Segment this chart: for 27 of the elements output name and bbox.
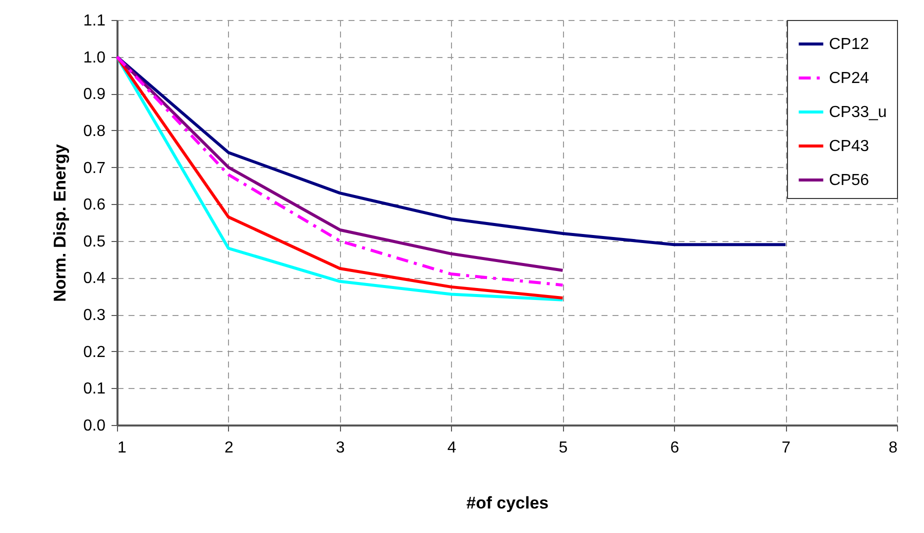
y-axis-title: Norm. Disp. Energy <box>50 144 70 302</box>
y-tick-label: 0.1 <box>83 380 106 398</box>
y-tick-label: 1.1 <box>83 12 106 30</box>
y-tick-label: 0.0 <box>83 418 106 434</box>
y-tick-label: 0.8 <box>83 122 106 140</box>
x-tick-label: 1 <box>118 440 126 456</box>
x-tick-label: 4 <box>447 440 456 456</box>
y-tick-label: 0.4 <box>83 270 106 288</box>
x-axis-title: #of cycles <box>466 494 549 512</box>
y-tick-label: 0.6 <box>83 196 106 214</box>
x-tick-label: 8 <box>888 440 898 456</box>
y-tick-label: 0.9 <box>83 86 106 104</box>
x-tick-label: 7 <box>782 440 791 456</box>
y-tick-label: 0.3 <box>83 307 106 324</box>
y-tick-label: 0.2 <box>83 344 106 361</box>
x-tick-label: 6 <box>670 440 680 456</box>
legend-label: CP56 <box>829 172 870 189</box>
legend-label: CP24 <box>829 70 870 87</box>
legend-label: CP12 <box>829 36 870 53</box>
x-tick-label: 2 <box>224 440 234 456</box>
legend-label: CP33_u <box>829 104 887 121</box>
legend-label: CP43 <box>829 138 870 155</box>
y-tick-label: 1.0 <box>83 49 106 66</box>
x-tick-label: 5 <box>558 440 568 456</box>
y-tick-label: 0.5 <box>83 233 106 250</box>
x-tick-label: 3 <box>336 440 345 456</box>
y-tick-label: 0.7 <box>83 160 106 177</box>
